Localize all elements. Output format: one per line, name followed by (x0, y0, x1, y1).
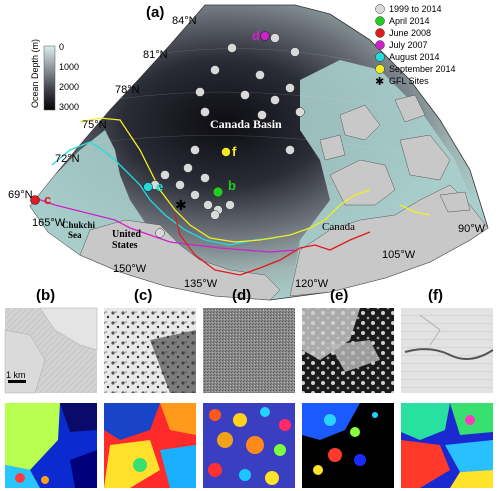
legend-label-3: July 2007 (389, 40, 428, 50)
site-b (212, 186, 224, 198)
graticule (79, 48, 441, 161)
cbar-tick-0: 0 (59, 42, 64, 52)
legend-label-1: April 2014 (389, 16, 430, 26)
cbar-label: Ocean Depth (m) (30, 39, 40, 108)
ice-edge-july-2007 (34, 197, 296, 253)
panel-label-d: (d) (232, 287, 251, 304)
site-f (221, 147, 231, 157)
imagery-row: 1 km (4, 307, 494, 394)
image-b: 1 km (4, 307, 98, 394)
lon-120: 120°W (295, 278, 329, 290)
site-c (30, 195, 40, 205)
land-masses (79, 94, 489, 301)
panel-label-c: (c) (134, 287, 152, 304)
land-islands-3 (339, 104, 381, 141)
land-islands-4 (394, 94, 426, 123)
cbar-tick-3000: 3000 (59, 102, 79, 112)
label-canada: Canada (322, 221, 355, 233)
highlighted-sites (30, 31, 270, 205)
cbar-tick-1000: 1000 (59, 62, 79, 72)
label-canada-basin: Canada Basin (210, 117, 282, 131)
gfl-site-marker: ✱ (175, 197, 187, 213)
ice-edge-august-2014 (51, 141, 276, 246)
lon-105: 105°W (382, 249, 416, 261)
image-e (302, 308, 394, 393)
ice-edge-yellow-east (399, 204, 431, 216)
legend-label-5: September 2014 (389, 64, 456, 74)
panel-labels-row: (b) (c) (d) (e) (f) (36, 287, 443, 304)
ice-edges (34, 117, 431, 276)
lon-90: 90°W (458, 223, 486, 235)
svg-text:✱: ✱ (375, 76, 384, 88)
segmentation-b (5, 403, 97, 488)
image-d (203, 308, 295, 393)
legend-label-0: 1999 to 2014 (389, 4, 442, 14)
lon-165: 165°W (32, 217, 66, 229)
land-islands-5 (319, 134, 346, 161)
label-chukchi-1: Chukchi (62, 220, 96, 230)
lon-135: 135°W (184, 278, 218, 290)
segmentation-f (401, 403, 493, 488)
image-c (104, 308, 196, 393)
land-us (79, 219, 281, 301)
segmentation-d (203, 403, 295, 488)
lat-75: 75°N (82, 119, 107, 131)
land-islands-6 (439, 191, 471, 213)
ice-edge-september-2014 (79, 117, 371, 243)
site-d (260, 31, 270, 41)
site-label-e: e (156, 179, 163, 194)
segmentation-c (104, 403, 196, 488)
site-label-b: b (228, 178, 236, 193)
site-label-f: f (232, 144, 237, 159)
site-label-c: c (44, 192, 51, 207)
panel-label-a: (a) (146, 4, 164, 21)
legend-label-4: August 2014 (389, 52, 440, 62)
panel-label-f: (f) (428, 287, 443, 304)
lat-84: 84°N (172, 15, 197, 27)
cbar-tick-2000: 2000 (59, 82, 79, 92)
scale-bar-label: 1 km (6, 370, 26, 380)
lat-69: 69°N (8, 189, 33, 201)
ice-edge-june-2008 (174, 214, 371, 276)
segmentation-e (302, 403, 394, 488)
label-us-2: States (112, 240, 138, 251)
depth-colorbar: 0 1000 2000 3000 Ocean Depth (m) (30, 39, 79, 112)
map-panel-a: ✱ b c d e f Canada Basin Chukchi Sea Uni… (8, 4, 489, 301)
legend-label-6: GFL Sites (389, 76, 429, 86)
legend: 1999 to 2014 April 2014 June 2008 July 2… (375, 4, 456, 88)
lat-78: 78°N (115, 84, 140, 96)
site-label-d: d (252, 28, 260, 43)
land-islands-1 (329, 159, 396, 206)
site-e (143, 182, 153, 192)
segmentation-row (5, 403, 493, 488)
lon-150: 150°W (113, 263, 147, 275)
panel-label-e: (e) (330, 287, 348, 304)
image-f (401, 308, 494, 393)
label-chukchi-2: Sea (68, 230, 82, 240)
label-us-1: United (112, 229, 141, 240)
panel-label-b: (b) (36, 287, 55, 304)
legend-label-2: June 2008 (389, 28, 431, 38)
lat-81: 81°N (143, 49, 168, 61)
land-islands-2 (399, 134, 451, 181)
lat-72: 72°N (55, 153, 80, 165)
